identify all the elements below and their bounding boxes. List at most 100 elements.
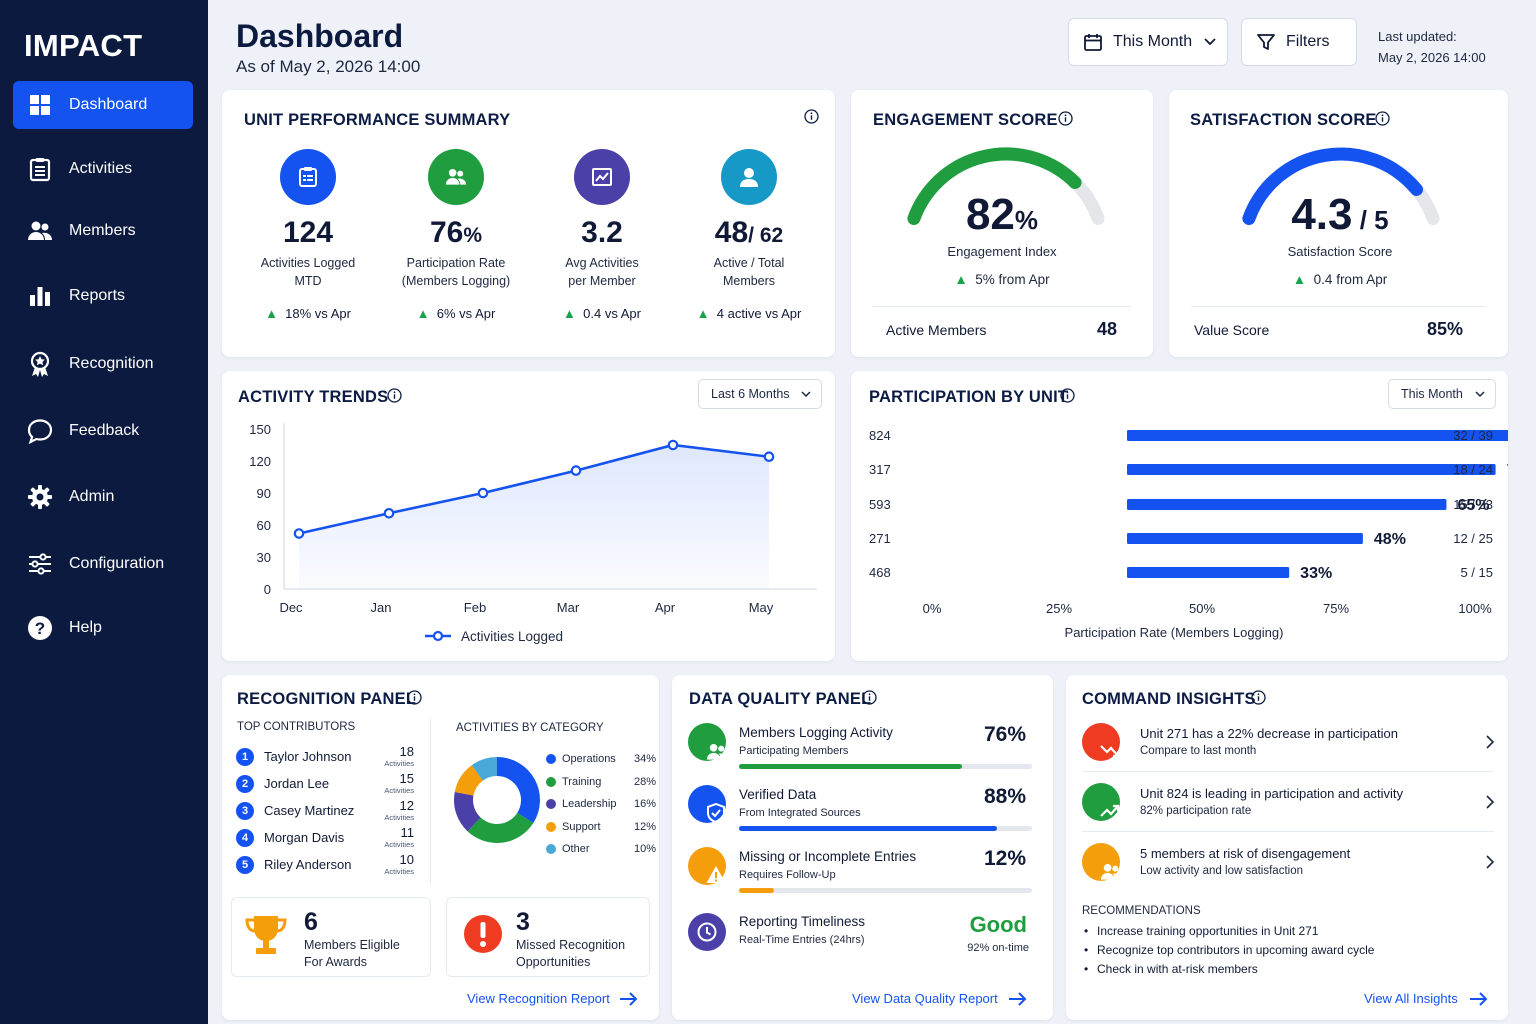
bar[interactable] [1127,567,1290,578]
trend-range-label: Last 6 Months [711,387,790,401]
insight-sub: 82% participation rate [1140,805,1252,817]
info-icon[interactable] [387,388,402,403]
info-icon[interactable] [407,690,422,705]
view-data-quality-report-link[interactable]: View Data Quality Report [852,991,998,1006]
recognition-panel: RECOGNITION PANEL TOP CONTRIBUTORS ACTIV… [222,675,659,1020]
card-title: PARTICIPATION BY UNIT [869,388,1069,406]
info-icon[interactable] [1375,111,1390,126]
donut-slice[interactable] [497,757,540,824]
satisfaction-label: Satisfaction Score [1287,244,1393,259]
kpi-label: Active / Total Members [713,256,785,288]
data-point[interactable] [570,465,582,476]
contributor-unit: Activities [384,840,414,849]
x-axis-label: Participation Rate (Members Logging) [1065,625,1284,640]
bar-count-label: 15 / 23 [1453,497,1493,512]
info-icon[interactable] [1060,388,1075,403]
view-all-insights-link[interactable]: View All Insights [1364,991,1458,1006]
dq-progress-bar [739,764,1032,769]
y-tick-label: 90 [257,486,271,501]
eligible-count: 6 [304,908,318,936]
arrow-right-icon[interactable] [619,991,639,1007]
sidebar-item-help[interactable]: ? Help [13,604,193,652]
chevron-right-icon[interactable] [1486,855,1495,869]
engagement-label: Engagement Index [947,244,1057,259]
arrow-right-icon[interactable] [1469,991,1489,1007]
kpi-delta: ▲ 6% vs Apr [416,306,496,321]
activity-line-chart: 0 30 60 90 120 150 Dec Jan Feb Mar Apr May Activitie… [249,422,817,644]
x-tick-label: 100% [1458,601,1492,616]
unit-performance-card: UNIT PERFORMANCE SUMMARY 124 Activities L… [222,90,835,357]
kpi-value: 3.2 [581,216,623,249]
info-icon[interactable] [1251,690,1266,705]
data-point[interactable] [667,439,679,451]
bar-count-label: 5 / 15 [1460,565,1493,580]
legend-label: Training [562,776,602,788]
arrow-right-icon[interactable] [1008,991,1028,1007]
data-point[interactable] [293,528,305,539]
kpi-label: Participation Rate (Members Logging) [401,256,511,288]
last-updated-value: May 2, 2026 14:00 [1378,50,1486,65]
donut-slice[interactable] [454,765,483,796]
data-point[interactable] [383,507,395,519]
x-tick-label: Feb [464,600,486,615]
sidebar: IMPACT Dashboard Activities Members Repo… [0,0,208,1024]
donut-slice[interactable] [471,757,497,781]
main-content: Dashboard As of May 2, 2026 14:00 This M… [208,0,1536,1024]
contributor-count: 12 [399,798,414,813]
sidebar-item-admin[interactable]: Admin [13,473,193,521]
filters-label: Filters [1286,33,1330,50]
missed-recognition-stat: 3 Missed Recognition Opportunities [446,897,650,977]
satisfaction-delta: ▲ 0.4 from Apr [1292,272,1388,287]
info-icon[interactable] [1058,111,1073,126]
insight-title: Unit 824 is leading in participation and… [1140,786,1404,801]
info-icon[interactable] [862,690,877,705]
sidebar-item-activities[interactable]: Activities [13,145,193,193]
sidebar-item-members[interactable]: Members [13,207,193,255]
sidebar-item-label: Admin [69,488,115,505]
value-score-label: Value Score [1194,322,1270,338]
participation-period-dropdown[interactable]: This Month [1388,379,1496,409]
sidebar-item-dashboard[interactable]: Dashboard [13,81,193,129]
trend-range-dropdown[interactable]: Last 6 Months [698,379,822,409]
chevron-right-icon[interactable] [1486,735,1495,749]
data-point[interactable] [477,487,489,499]
contributor-name: Morgan Davis [264,830,345,845]
active-members-label: Active Members [886,322,987,338]
rank-badge: 3 [236,802,254,820]
donut-slice[interactable] [467,812,534,843]
sidebar-item-label: Help [69,619,102,636]
dq-item-value: 12% [983,847,1026,870]
x-tick-label: 25% [1046,601,1072,616]
clock-icon [688,913,726,951]
legend-dot [546,822,556,832]
info-icon[interactable] [804,109,819,124]
bar[interactable] [1127,430,1508,441]
bar[interactable] [1127,464,1496,475]
dq-item-sub: From Integrated Sources [739,807,861,819]
view-recognition-report-link[interactable]: View Recognition Report [467,991,610,1006]
recommendations-title: RECOMMENDATIONS [1082,905,1201,917]
filters-button[interactable]: Filters [1241,18,1357,66]
sidebar-item-reports[interactable]: Reports [13,272,193,320]
sidebar-item-configuration[interactable]: Configuration [13,540,193,588]
help-circle-icon: ? [27,615,53,641]
sidebar-item-feedback[interactable]: Feedback [13,407,193,455]
contributor-unit: Activities [384,759,414,768]
chevron-right-icon[interactable] [1486,795,1495,809]
dq-item-value: 88% [983,785,1026,808]
bar[interactable] [1127,533,1363,544]
trend-up-icon [1082,783,1120,821]
bar[interactable] [1127,499,1447,510]
legend-label: Operations [562,753,616,765]
y-tick-label: 60 [257,518,271,533]
legend-label: Other [562,843,590,855]
bar-chart-icon [27,283,53,309]
kpi-delta: ▲ 4 active vs Apr [696,306,802,321]
period-dropdown[interactable]: This Month [1068,18,1228,66]
donut-slice[interactable] [454,791,481,832]
data-point[interactable] [763,451,775,463]
sliders-icon [27,551,53,577]
sidebar-item-recognition[interactable]: Recognition [13,340,193,388]
timeliness-title: Reporting Timeliness [739,914,866,929]
